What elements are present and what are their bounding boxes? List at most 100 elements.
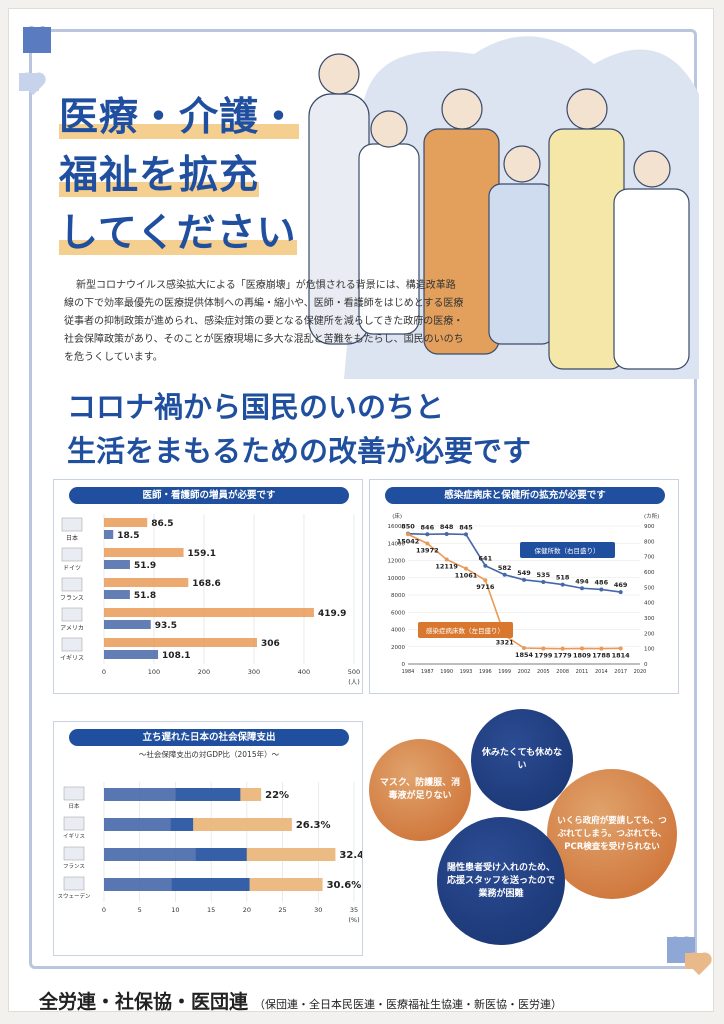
category-label: フランス [60, 595, 84, 602]
data-label: 12119 [435, 562, 458, 570]
legend-label: 保健所数（右目盛り） [535, 546, 600, 555]
bar [104, 530, 114, 539]
data-point [464, 566, 468, 571]
voice-bubble: 休みたくても休めない [471, 709, 573, 811]
tick-label: 10 [171, 906, 179, 914]
bar [104, 620, 151, 629]
data-point [580, 586, 584, 591]
headline: コロナ禍から国民のいのちと 生活をまもるための改善が必要です [67, 385, 531, 473]
category-label: スウェーデン [57, 892, 91, 900]
data-label: 1799 [534, 651, 553, 659]
bar-segment [240, 788, 262, 801]
axis-label: (人) [348, 678, 360, 686]
chart-title: 立ち遅れた日本の社会保障支出 [69, 729, 349, 746]
data-label: 9716 [476, 583, 495, 591]
tick-label: 2014 [595, 669, 608, 675]
chart-doctors-nurses: 医師・看護師の増員が必要です 0 100 200 300 400 500 (人) 日本 86.5… [53, 479, 363, 694]
data-point [406, 532, 410, 537]
data-label: 18.5 [117, 531, 139, 541]
data-label: 30.6% [327, 880, 362, 891]
data-label: 15042 [397, 537, 420, 545]
chart-social-security: 立ち遅れた日本の社会保障支出 ～社会保障支出の対GDP比（2015年）～ 0 5 1… [53, 721, 363, 956]
tick-label: 35 [350, 906, 358, 914]
tick-label: 30 [314, 906, 322, 914]
data-label: 1809 [573, 651, 592, 659]
tick-label: 800 [644, 539, 655, 545]
data-point [502, 572, 507, 577]
voice-bubble: マスク、防護服、消毒液が足りない [369, 739, 471, 841]
data-point [560, 646, 565, 651]
data-point [560, 582, 565, 587]
tick-label: 400 [298, 668, 310, 676]
tick-label: 1996 [479, 669, 492, 675]
legend-box [418, 622, 513, 638]
bar-segment [175, 788, 241, 801]
tick-label: 500 [644, 585, 655, 591]
bar-segment [104, 848, 196, 861]
heart-icon [685, 953, 703, 969]
series-line [407, 532, 621, 593]
data-label: 850 [401, 523, 415, 531]
tick-label: 0 [402, 662, 406, 668]
chart-doctors-nurses-svg: 0 100 200 300 400 500 (人) 日本 86.5 18.5 ドイツ 159.1 51.… [60, 514, 360, 686]
bar [104, 578, 189, 587]
chart-title: 医師・看護師の増員が必要です [69, 487, 349, 504]
tick-label: 300 [248, 668, 260, 676]
data-label: 1779 [554, 652, 573, 660]
tick-label: 14000 [388, 541, 406, 547]
tick-label: 1987 [421, 669, 434, 675]
data-point [483, 578, 488, 583]
tick-label: 2017 [614, 669, 627, 675]
data-point [618, 590, 623, 595]
bar [104, 518, 148, 527]
axis-label: (床) [392, 512, 402, 520]
tick-label: 100 [148, 668, 160, 676]
flag-icon [61, 547, 83, 562]
data-label: 486 [595, 578, 609, 586]
data-label: 1788 [592, 652, 611, 660]
footer-organizations: 全労連・社保協・医団連 （保団連・全日本民医連・医療福祉生協連・新医協・医労連） [39, 987, 689, 1014]
data-point [599, 587, 604, 592]
bar-segment [246, 848, 336, 861]
data-point [522, 577, 526, 582]
flag-icon [63, 846, 85, 861]
data-label: 11061 [455, 572, 478, 580]
heart-icon [23, 27, 51, 53]
category-label: フランス [63, 863, 85, 870]
category-label: 日本 [68, 802, 80, 810]
flag-icon [61, 637, 83, 652]
tick-label: 16000 [388, 524, 406, 530]
data-point [444, 531, 449, 536]
bar-segment [249, 878, 323, 891]
tick-label: 2011 [576, 669, 589, 675]
data-point [522, 646, 526, 651]
data-point [541, 579, 546, 584]
footer-main: 全労連・社保協・医団連 [39, 991, 249, 1013]
tick-label: 2008 [556, 669, 569, 675]
data-label: 549 [517, 569, 531, 577]
data-label: 108.1 [162, 651, 190, 661]
tick-label: 200 [198, 668, 210, 676]
tick-label: 1993 [460, 669, 473, 675]
data-label: 51.9 [134, 561, 156, 571]
tick-label: 1999 [498, 669, 511, 675]
tick-label: 200 [644, 631, 655, 637]
chart-title: 感染症病床と保健所の拡充が必要です [385, 487, 665, 504]
flag-icon [61, 607, 83, 622]
main-title: 医療・介護・ 福祉を拡充 してください [59, 89, 300, 263]
flag-icon [63, 786, 85, 801]
data-label: 845 [459, 523, 473, 531]
tick-label: 2020 [634, 669, 647, 675]
flag-icon [63, 816, 85, 831]
intro-paragraph: 新型コロナウイルス感染拡大による「医療崩壊」が危惧される背景には、構造改革路線の… [64, 280, 464, 363]
flyer-page: 医療・介護・ 福祉を拡充 してください 新型コロナウイルス感染拡大による「医療崩… [8, 8, 714, 1014]
data-point [444, 557, 449, 562]
tick-label: 15 [207, 906, 215, 914]
tick-label: 1990 [440, 669, 453, 675]
data-point [425, 541, 430, 546]
data-label: 13972 [416, 546, 439, 554]
title-line: してください [59, 205, 297, 263]
bar-segment [171, 878, 250, 891]
heart-icon [19, 73, 39, 91]
data-point [599, 646, 604, 651]
